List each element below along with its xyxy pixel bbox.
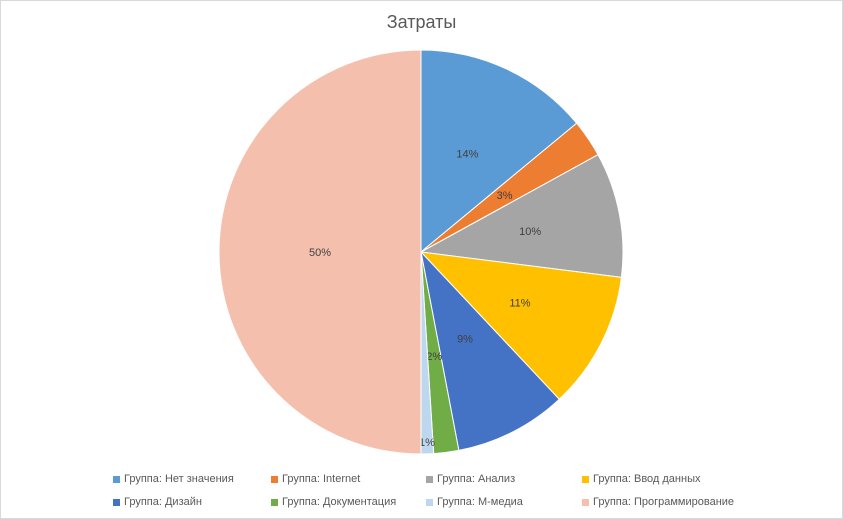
slice-data-label: 11% bbox=[509, 297, 530, 309]
legend-item: Группа: Нет значения bbox=[113, 472, 271, 486]
legend-swatch bbox=[271, 475, 278, 483]
slice-data-label: 1% bbox=[419, 437, 435, 449]
legend-label: Группа: Internet bbox=[282, 473, 361, 485]
legend-item: Группа: Internet bbox=[271, 472, 426, 486]
legend-swatch bbox=[113, 475, 120, 483]
legend-label: Группа: Анализ bbox=[437, 473, 516, 485]
legend-item: Группа: Анализ bbox=[426, 472, 582, 486]
legend-swatch bbox=[426, 475, 433, 483]
legend-swatch bbox=[582, 498, 589, 506]
legend-swatch bbox=[582, 475, 589, 483]
legend-item: Группа: Программирование bbox=[582, 495, 782, 509]
legend-swatch bbox=[271, 498, 278, 506]
slice-data-label: 50% bbox=[309, 247, 331, 259]
slice-data-label: 9% bbox=[457, 333, 473, 345]
legend-swatch bbox=[113, 498, 120, 506]
legend-item: Группа: Ввод данных bbox=[582, 472, 782, 486]
legend-item: Группа: M-медиа bbox=[426, 495, 582, 509]
legend-label: Группа: Ввод данных bbox=[593, 473, 701, 485]
slice-data-label: 14% bbox=[456, 148, 478, 160]
legend-label: Группа: Программирование bbox=[593, 496, 735, 508]
legend-label: Группа: Нет значения bbox=[124, 473, 234, 485]
slice-data-label: 2% bbox=[426, 351, 442, 363]
legend-label: Группа: M-медиа bbox=[437, 496, 523, 508]
pie-slice bbox=[419, 251, 622, 400]
legend-label: Группа: Дизайн bbox=[124, 496, 202, 508]
legend-item: Группа: Дизайн bbox=[113, 495, 271, 509]
legend-swatch bbox=[426, 498, 433, 506]
pie-slice bbox=[218, 49, 422, 455]
legend-item: Группа: Документация bbox=[271, 495, 426, 509]
slice-data-label: 10% bbox=[519, 226, 541, 238]
pie-slice bbox=[420, 49, 578, 254]
slice-data-label: 3% bbox=[497, 190, 513, 202]
chart-title: Затраты bbox=[386, 12, 457, 32]
pie-slice bbox=[420, 250, 560, 452]
chart-legend: Группа: Нет значения Группа: Internet Груп… bbox=[113, 472, 813, 509]
legend-label: Группа: Документация bbox=[282, 496, 397, 508]
pie-slice bbox=[419, 154, 624, 278]
